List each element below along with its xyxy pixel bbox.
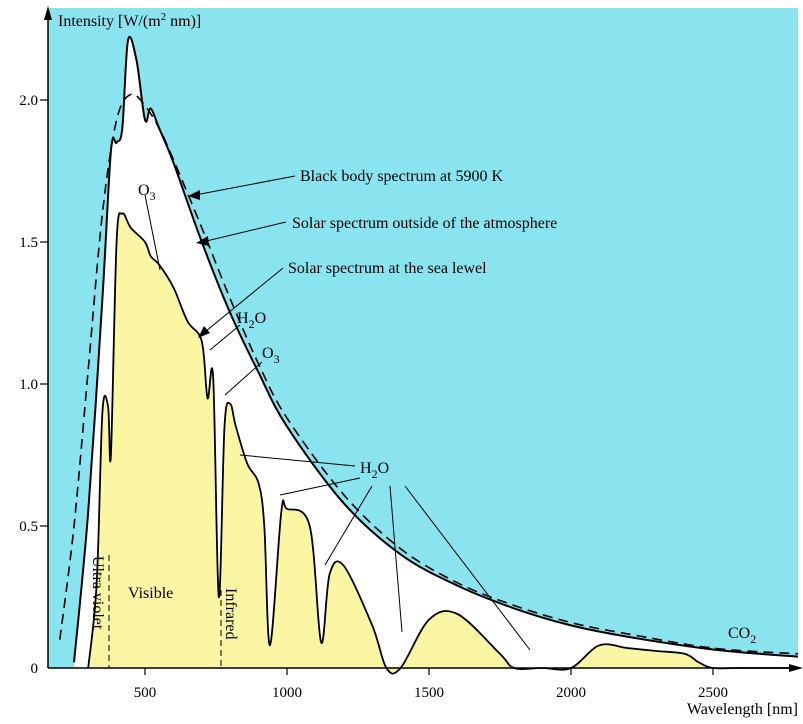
series-sea-level-line: [87, 212, 798, 675]
label-o3-visible: O3: [262, 345, 280, 366]
y-tick-label: 0: [31, 661, 39, 677]
y-tick-label: 0.5: [19, 519, 38, 535]
region-label-ultraviolet: Ultra violet: [89, 556, 106, 630]
series-black-body-line: [59, 93, 799, 655]
label-o3-ultraviolet: O3: [138, 182, 156, 203]
label-black-body: Black body spectrum at 5900 K: [300, 168, 504, 185]
x-tick-label: 2500: [698, 685, 728, 701]
label-outside-atmosphere: Solar spectrum outside of the atmosphere: [292, 215, 557, 232]
x-axis-arrow: [789, 664, 803, 672]
y-axis-label: Intensity [W/(m2 nm)]: [58, 11, 201, 30]
annotation-pointers: [144, 175, 531, 651]
y-tick-label: 1.0: [19, 377, 38, 393]
region-label-infrared: Infrared: [222, 588, 239, 640]
arrowhead-black-body: [188, 190, 200, 200]
y-axis-arrow: [44, 6, 52, 20]
axis-ticks: 500 1000 1500 2000 2500 0 0.5 1.0 1.5 2.0: [19, 93, 728, 701]
series-outside-atmosphere-line: [73, 35, 799, 663]
label-h2o-first: H2O: [237, 310, 266, 331]
arrowhead-outside: [196, 236, 209, 246]
label-h2o-infrared: H2O: [360, 460, 389, 481]
x-tick-label: 1000: [272, 685, 302, 701]
y-tick-label: 2.0: [19, 93, 38, 109]
label-co2: CO2: [728, 625, 756, 646]
x-tick-label: 1500: [414, 685, 444, 701]
x-tick-label: 500: [134, 685, 157, 701]
arrowhead-sea-level: [198, 326, 210, 338]
label-sea-level: Solar spectrum at the sea lewel: [288, 260, 487, 277]
region-label-visible: Visible: [128, 585, 173, 602]
x-tick-label: 2000: [556, 685, 586, 701]
x-axis-label: Wavelength [nm]: [687, 701, 798, 718]
y-tick-label: 1.5: [19, 235, 38, 251]
